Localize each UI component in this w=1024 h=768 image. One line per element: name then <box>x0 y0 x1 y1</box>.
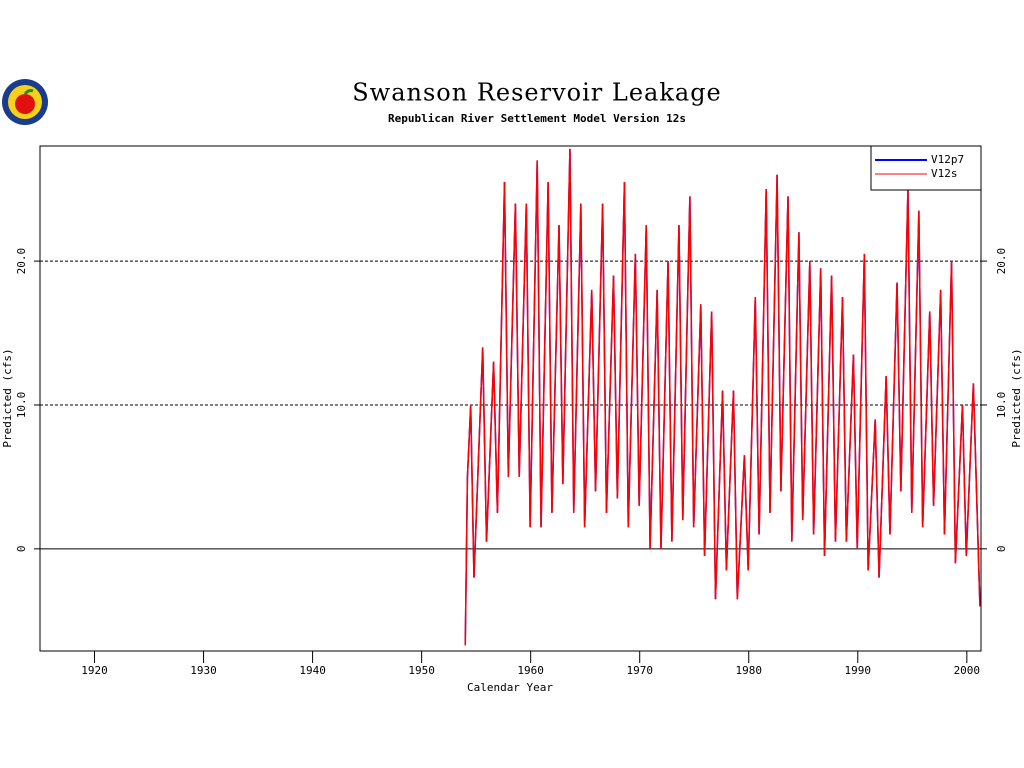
chart-subtitle: Republican River Settlement Model Versio… <box>388 112 686 125</box>
x-tick-label: 1930 <box>190 664 217 677</box>
chart-title: Swanson Reservoir Leakage <box>352 79 722 107</box>
x-tick-label: 1960 <box>517 664 544 677</box>
y2-tick-label: 0 <box>995 546 1008 553</box>
y-tick-label: 20.0 <box>15 248 28 275</box>
legend-box <box>870 145 982 191</box>
x-tick-label: 2000 <box>954 664 981 677</box>
y2-tick-label: 10.0 <box>995 392 1008 419</box>
logo <box>2 79 48 125</box>
x-axis-label: Calendar Year <box>467 681 553 694</box>
y2-axis-label: Predicted (cfs) <box>1010 348 1023 447</box>
x-tick-label: 1970 <box>626 664 653 677</box>
x-tick-label: 1990 <box>845 664 872 677</box>
x-tick-label: 1950 <box>408 664 435 677</box>
x-tick-label: 1980 <box>735 664 762 677</box>
series-line <box>464 148 981 646</box>
y-tick-label: 10.0 <box>15 392 28 419</box>
y2-tick-label: 20.0 <box>995 248 1008 275</box>
x-tick-label: 1940 <box>299 664 326 677</box>
y-axis-label: Predicted (cfs) <box>1 348 14 447</box>
plot-frame <box>39 145 982 652</box>
legend-label: V12s <box>931 167 958 180</box>
legend-label: V12p7 <box>931 153 964 166</box>
x-tick-label: 1920 <box>81 664 108 677</box>
y-tick-label: 0 <box>15 546 28 553</box>
